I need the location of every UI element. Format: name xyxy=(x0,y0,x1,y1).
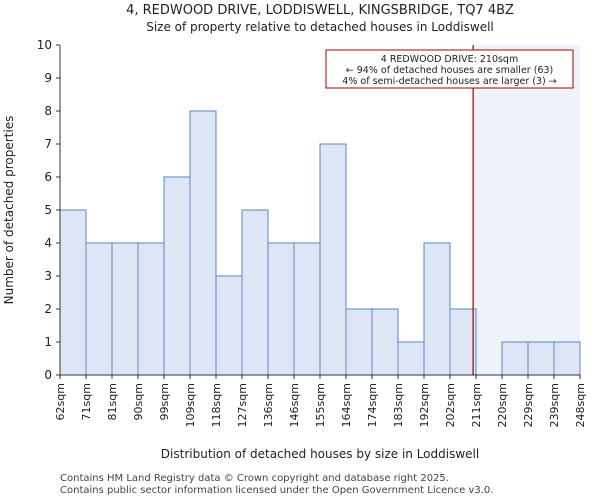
bar-155sqm xyxy=(319,143,347,376)
bar-202sqm xyxy=(449,308,477,376)
bar-99sqm xyxy=(163,176,191,376)
y-tick-label-10: 10 xyxy=(37,38,52,52)
y-axis-label: Number of detached properties xyxy=(2,116,16,305)
x-tick-label-81sqm: 81sqm xyxy=(106,383,119,420)
x-axis-label: Distribution of detached houses by size … xyxy=(161,447,479,461)
bar-81sqm xyxy=(111,242,139,376)
bar-71sqm xyxy=(85,242,113,376)
bar-146sqm xyxy=(293,242,321,376)
x-tick-label-90sqm: 90sqm xyxy=(132,383,145,420)
annotation-line-2: ← 94% of detached houses are smaller (63… xyxy=(346,65,553,76)
x-tick-label-99sqm: 99sqm xyxy=(158,383,171,420)
y-tick-label-7: 7 xyxy=(44,137,52,151)
bar-90sqm xyxy=(137,242,165,376)
x-tick-label-174sqm: 174sqm xyxy=(366,383,379,427)
bar-164sqm xyxy=(345,308,373,376)
annotation-line-3: 4% of semi-detached houses are larger (3… xyxy=(342,76,556,87)
larger-region-shade xyxy=(473,45,580,375)
y-tick-label-9: 9 xyxy=(44,71,52,85)
x-tick-label-146sqm: 146sqm xyxy=(288,383,301,427)
x-tick-label-118sqm: 118sqm xyxy=(210,383,223,427)
y-tick-label-5: 5 xyxy=(44,203,52,217)
x-tick-label-155sqm: 155sqm xyxy=(314,383,327,427)
bar-220sqm xyxy=(501,341,529,376)
annotation-box xyxy=(325,49,574,89)
x-tick-label-62sqm: 62sqm xyxy=(54,383,67,420)
annotation-line-1: 4 REDWOOD DRIVE: 210sqm xyxy=(381,54,518,65)
x-tick-label-220sqm: 220sqm xyxy=(496,383,509,427)
chart-title: 4, REDWOOD DRIVE, LODDISWELL, KINGSBRIDG… xyxy=(126,3,514,18)
bar-136sqm xyxy=(267,242,295,376)
bar-192sqm xyxy=(423,242,451,376)
x-tick-label-183sqm: 183sqm xyxy=(392,383,405,427)
y-tick-label-8: 8 xyxy=(44,104,52,118)
x-tick-label-136sqm: 136sqm xyxy=(262,383,275,427)
x-tick-label-229sqm: 229sqm xyxy=(522,383,535,427)
bar-127sqm xyxy=(241,209,269,376)
y-tick-label-0: 0 xyxy=(44,368,52,382)
bar-183sqm xyxy=(397,341,425,376)
x-tick-label-211sqm: 211sqm xyxy=(470,383,483,427)
footer-line-1: Contains HM Land Registry data © Crown c… xyxy=(60,473,449,484)
y-tick-label-4: 4 xyxy=(44,236,52,250)
y-tick-label-6: 6 xyxy=(44,170,52,184)
x-tick-label-164sqm: 164sqm xyxy=(340,383,353,427)
bar-229sqm xyxy=(527,341,555,376)
y-tick-label-3: 3 xyxy=(44,269,52,283)
footer-line-2: Contains public sector information licen… xyxy=(60,485,494,496)
y-tick-label-1: 1 xyxy=(44,335,52,349)
x-tick-label-109sqm: 109sqm xyxy=(184,383,197,427)
x-tick-label-71sqm: 71sqm xyxy=(80,383,93,420)
bar-62sqm xyxy=(59,209,87,376)
x-tick-label-239sqm: 239sqm xyxy=(548,383,561,427)
bar-174sqm xyxy=(371,308,399,376)
x-tick-label-202sqm: 202sqm xyxy=(444,383,457,427)
bar-239sqm xyxy=(553,341,581,376)
x-tick-label-127sqm: 127sqm xyxy=(236,383,249,427)
x-tick-label-192sqm: 192sqm xyxy=(418,383,431,427)
y-tick-label-2: 2 xyxy=(44,302,52,316)
x-tick-label-248sqm: 248sqm xyxy=(574,383,587,427)
bar-109sqm xyxy=(189,110,217,376)
chart-subtitle: Size of property relative to detached ho… xyxy=(146,20,494,34)
bar-118sqm xyxy=(215,275,243,376)
